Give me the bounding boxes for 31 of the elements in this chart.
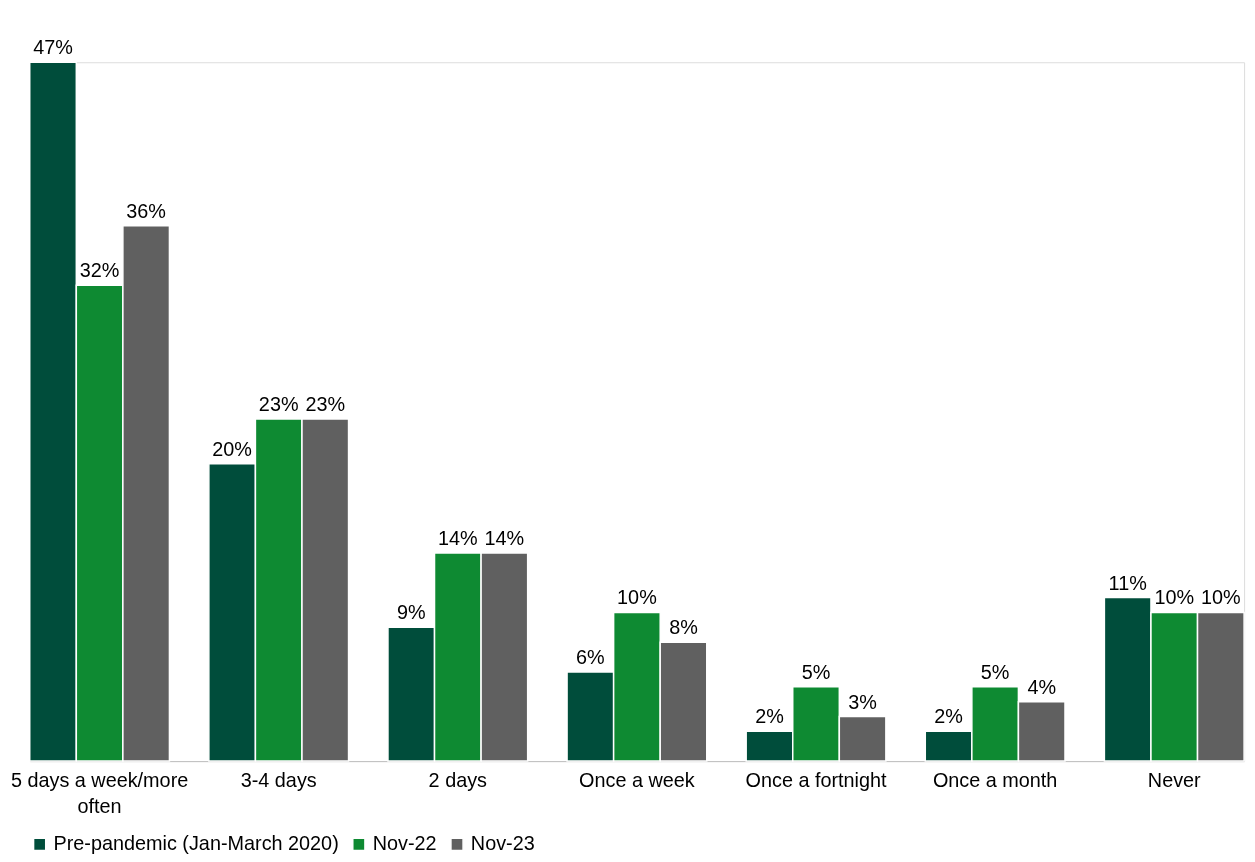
legend-label: Nov-22 [372, 832, 437, 855]
data-label: 10% [1200, 586, 1241, 609]
data-label: 2% [755, 705, 784, 728]
data-label: 8% [669, 616, 698, 639]
data-label: 2% [934, 705, 963, 728]
data-label: 14% [437, 527, 478, 550]
x-tick-label: Once a fortnight [745, 769, 887, 792]
x-tick-label: 3-4 days [240, 769, 317, 792]
data-label: 4% [1027, 675, 1057, 698]
x-tick-label: Once a week [579, 769, 695, 792]
x-tick-label: Never [1147, 769, 1202, 792]
x-tick-label: 2 days [428, 769, 488, 792]
data-label: 10% [1154, 586, 1195, 609]
data-label: 5% [980, 660, 1010, 683]
data-label: 14% [484, 527, 525, 550]
legend-label: Nov-23 [470, 832, 535, 855]
x-tick-label: 5 days a week/more often [10, 769, 189, 818]
data-label: 20% [212, 437, 252, 460]
data-label: 9% [396, 601, 426, 624]
data-label: 23% [305, 393, 346, 416]
data-label: 32% [79, 259, 120, 282]
data-label: 23% [258, 393, 299, 416]
data-label: 6% [576, 645, 605, 668]
data-label: 47% [33, 36, 73, 59]
data-label: 5% [801, 660, 831, 683]
data-label: 10% [617, 586, 657, 609]
data-label: 11% [1108, 571, 1147, 594]
data-label: 36% [126, 199, 166, 222]
data-label: 3% [848, 690, 877, 713]
x-tick-label: Once a month [932, 769, 1058, 792]
legend-label: Pre-pandemic (Jan-March 2020) [53, 832, 339, 855]
